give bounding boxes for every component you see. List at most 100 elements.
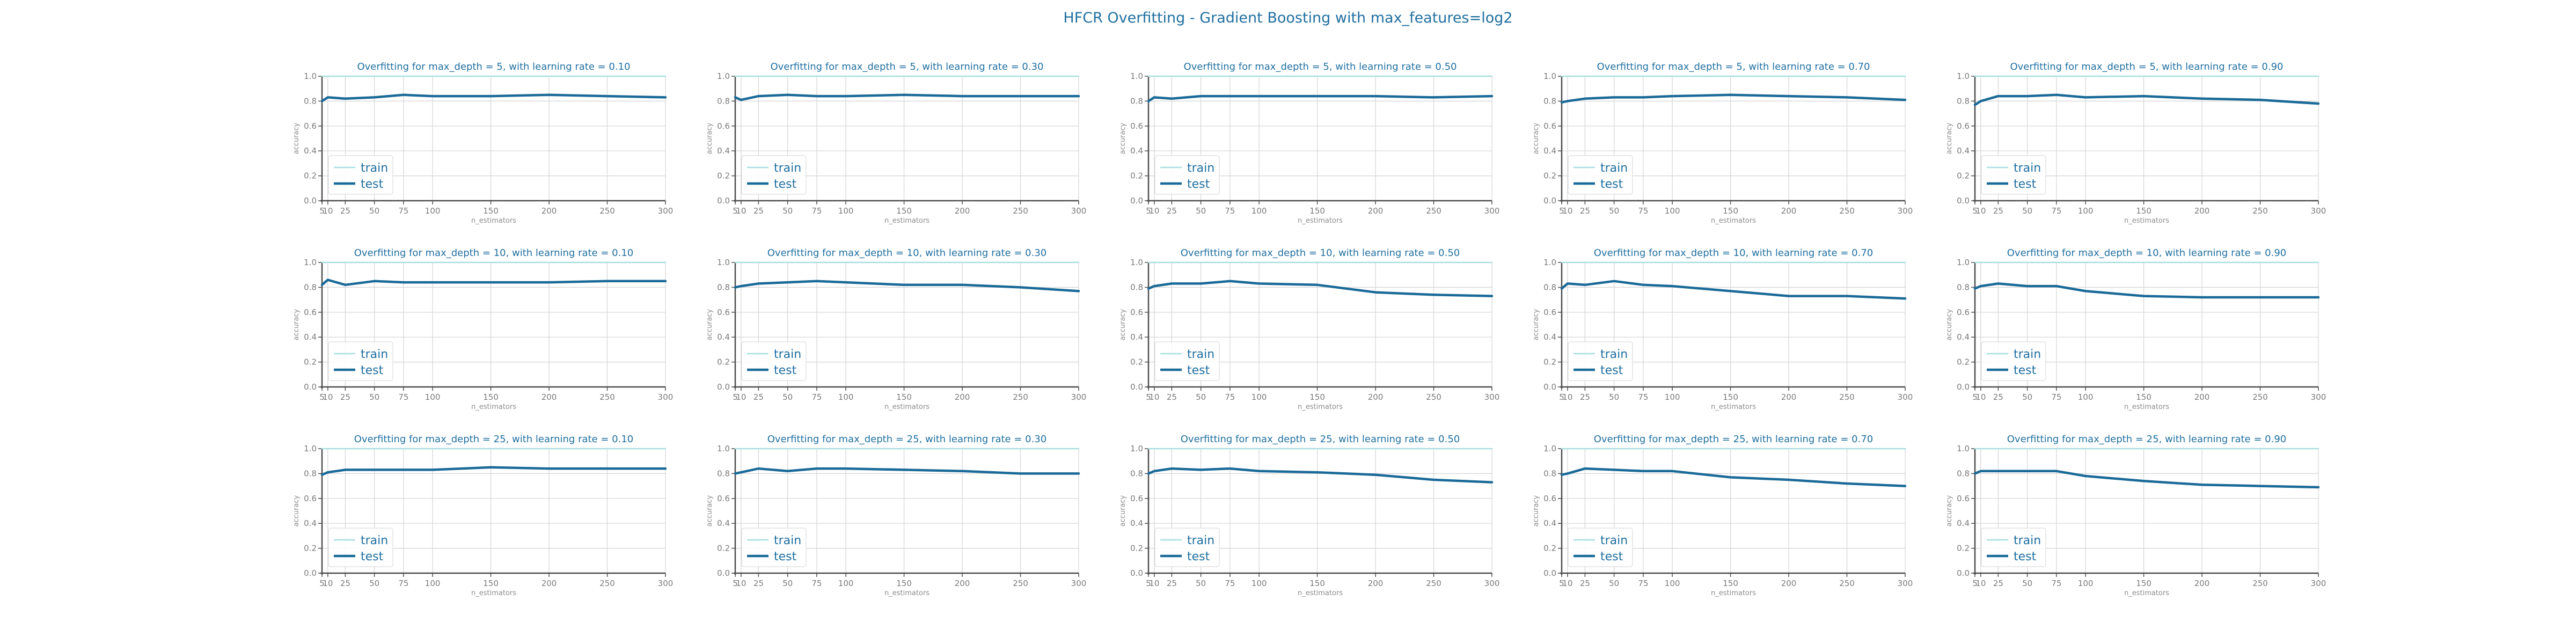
- x-tick-label: 5: [1559, 392, 1564, 402]
- y-tick-label: 1.0: [304, 258, 317, 267]
- x-tick-label: 25: [1580, 206, 1590, 216]
- subplot-title: Overfitting for max_depth = 5, with lear…: [357, 61, 630, 72]
- x-tick-label: 75: [1225, 579, 1235, 588]
- x-tick-label: 10: [1975, 206, 1986, 216]
- x-tick-label: 300: [658, 579, 674, 588]
- x-tick-label: 10: [736, 579, 746, 588]
- x-tick-label: 10: [1562, 579, 1572, 588]
- subplot-title: Overfitting for max_depth = 25, with lea…: [2007, 434, 2287, 445]
- x-tick-label: 5: [733, 206, 738, 216]
- x-tick-label: 5: [1559, 579, 1564, 588]
- y-tick-label: 1.0: [1130, 71, 1143, 81]
- x-tick-label: 100: [1665, 206, 1680, 216]
- x-tick-label: 150: [483, 206, 499, 216]
- y-tick-label: 0.2: [1130, 171, 1143, 181]
- series-line-test: [1560, 93, 1907, 104]
- series-line-test: [1973, 282, 2320, 299]
- legend: train test: [741, 155, 807, 195]
- x-tick-label: 150: [483, 579, 499, 588]
- subplot-15: 0.0 0.2 0.4 0.6 0.8 1.0 510 25 50 75 100 150 200 250 3…: [1945, 434, 2326, 597]
- x-tick-label: 75: [398, 579, 408, 588]
- series-line-test: [734, 280, 1080, 292]
- y-tick-label: 0.2: [304, 544, 317, 553]
- subplot-title: Overfitting for max_depth = 10, with lea…: [1594, 247, 1874, 259]
- x-tick-label: 25: [753, 206, 764, 216]
- y-tick-label: 0.8: [1543, 96, 1556, 106]
- legend-label-train: train: [774, 348, 801, 361]
- x-tick-label: 25: [1167, 206, 1177, 216]
- x-tick-label: 200: [1781, 392, 1797, 402]
- x-axis-title: n_estimators: [1298, 403, 1343, 411]
- legend: train test: [1154, 528, 1220, 567]
- y-tick-label: 0.8: [717, 469, 730, 478]
- x-tick-label: 100: [1252, 206, 1267, 216]
- x-tick-label: 250: [2252, 392, 2268, 402]
- y-tick-label: 0.4: [717, 146, 730, 156]
- y-tick-label: 0.8: [1543, 282, 1556, 292]
- x-axis-title: n_estimators: [2124, 403, 2169, 411]
- x-tick-label: 50: [1609, 206, 1619, 216]
- subplot-6: 0.0 0.2 0.4 0.6 0.8 1.0 510 25 50 75 100 150 200 250 3…: [292, 247, 673, 411]
- y-tick-label: 0.0: [1957, 568, 1970, 578]
- x-tick-label: 100: [838, 206, 854, 216]
- x-tick-label: 300: [1898, 579, 1913, 588]
- legend-label-train: train: [774, 162, 801, 175]
- y-tick-label: 0.2: [717, 357, 730, 367]
- x-tick-label: 25: [340, 579, 350, 588]
- y-tick-label: 0.2: [1957, 357, 1970, 367]
- legend: train test: [1568, 341, 1633, 381]
- x-tick-label: 150: [896, 579, 912, 588]
- y-tick-label: 0.6: [717, 121, 730, 131]
- y-tick-label: 1.0: [1957, 444, 1970, 453]
- y-tick-label: 0.8: [1957, 469, 1970, 478]
- x-tick-label: 5: [319, 206, 325, 216]
- y-tick-label: 0.0: [717, 382, 730, 392]
- legend-label-train: train: [1187, 534, 1214, 547]
- legend-label-test: test: [1187, 550, 1210, 564]
- y-axis-title: accuracy: [1119, 495, 1127, 526]
- y-tick-label: 0.6: [304, 308, 317, 317]
- y-axis-title: accuracy: [1945, 122, 1953, 154]
- x-tick-label: 50: [369, 579, 379, 588]
- legend-label-train: train: [361, 534, 388, 547]
- subplot-title: Overfitting for max_depth = 10, with lea…: [767, 247, 1047, 259]
- y-tick-label: 0.0: [717, 568, 730, 578]
- x-tick-label: 200: [2194, 392, 2210, 402]
- legend-label-train: train: [1187, 162, 1214, 175]
- y-axis-title: accuracy: [292, 309, 301, 340]
- y-tick-label: 0.8: [1130, 282, 1143, 292]
- x-tick-label: 100: [1252, 579, 1267, 588]
- x-tick-label: 5: [1972, 206, 1978, 216]
- x-tick-label: 100: [2078, 392, 2094, 402]
- x-tick-label: 10: [323, 392, 333, 402]
- legend-label-train: train: [774, 534, 801, 547]
- subplot-title: Overfitting for max_depth = 10, with lea…: [2007, 247, 2287, 259]
- x-tick-label: 5: [319, 392, 325, 402]
- y-tick-label: 1.0: [717, 444, 730, 453]
- x-tick-label: 200: [955, 579, 970, 588]
- x-tick-label: 300: [1484, 579, 1500, 588]
- x-tick-label: 100: [838, 579, 854, 588]
- x-tick-label: 250: [599, 392, 615, 402]
- y-tick-label: 0.6: [1130, 308, 1143, 317]
- x-tick-label: 75: [2051, 392, 2061, 402]
- subplot-11: 0.0 0.2 0.4 0.6 0.8 1.0 510 25 50 75 100 150 200 250 3…: [292, 434, 673, 597]
- x-tick-label: 50: [2022, 206, 2032, 216]
- y-tick-label: 0.0: [1543, 196, 1556, 206]
- subplot-title: Overfitting for max_depth = 10, with lea…: [354, 247, 634, 259]
- y-tick-label: 0.4: [1130, 146, 1143, 156]
- y-tick-label: 0.6: [1130, 494, 1143, 503]
- x-tick-label: 50: [2022, 392, 2032, 402]
- legend-label-test: test: [774, 178, 797, 191]
- subplot-title: Overfitting for max_depth = 25, with lea…: [1594, 434, 1874, 445]
- x-tick-label: 50: [782, 392, 793, 402]
- legend: train test: [1154, 155, 1220, 195]
- x-axis-title: n_estimators: [1711, 589, 1756, 597]
- figure-title: HFCR Overfitting - Gradient Boosting wit…: [1063, 10, 1512, 26]
- y-axis-title: accuracy: [706, 495, 714, 526]
- subplot-9: 0.0 0.2 0.4 0.6 0.8 1.0 510 25 50 75 100 150 200 250 3…: [1532, 247, 1913, 411]
- x-tick-label: 25: [1167, 579, 1177, 588]
- subplot-title: Overfitting for max_depth = 5, with lear…: [1183, 61, 1457, 72]
- x-axis-title: n_estimators: [471, 217, 516, 225]
